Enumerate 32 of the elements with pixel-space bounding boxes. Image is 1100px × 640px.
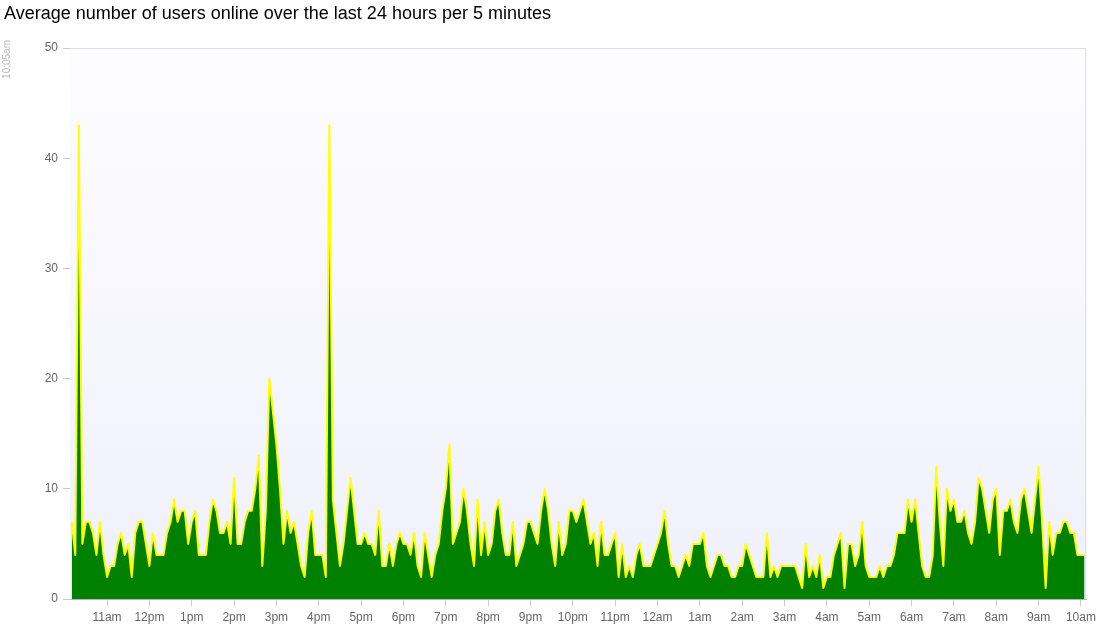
x-tick-label: 8pm bbox=[476, 609, 500, 624]
y-tick-label: 10 bbox=[44, 481, 59, 496]
x-tick-label: 6am bbox=[899, 609, 924, 624]
x-tick-label: 6pm bbox=[391, 609, 416, 624]
x-tick-label: 3pm bbox=[264, 609, 289, 624]
x-tick-label: 4am bbox=[815, 609, 839, 624]
x-tick-label: 12pm bbox=[134, 609, 165, 624]
x-tick-label: 11am bbox=[92, 609, 122, 624]
x-tick-label: 9am bbox=[1026, 609, 1051, 624]
y-tick-label: 20 bbox=[44, 370, 59, 385]
text: 10:05am bbox=[1, 40, 13, 79]
y-tick-label: 0 bbox=[51, 591, 59, 606]
x-tick-label: 9pm bbox=[518, 609, 543, 624]
x-tick-label: 1pm bbox=[180, 609, 204, 624]
x-tick-label: 2am bbox=[730, 609, 754, 624]
y-tick-label: 50 bbox=[44, 40, 59, 55]
y-tick-label: 40 bbox=[44, 150, 59, 165]
x-tick-label: 10pm bbox=[557, 609, 588, 624]
x-tick-label: 7pm bbox=[434, 609, 458, 624]
x-tick-label: 5pm bbox=[349, 609, 373, 624]
x-tick-label: 3am bbox=[772, 609, 797, 624]
x-tick-label: 11pm bbox=[600, 609, 630, 624]
y-tick-label: 30 bbox=[44, 260, 59, 275]
x-tick-label: 1am bbox=[688, 609, 712, 624]
x-tick-label: 8am bbox=[984, 609, 1008, 624]
x-tick-label: 5am bbox=[857, 609, 881, 624]
x-tick-label: 7am bbox=[942, 609, 966, 624]
x-tick-label: 2pm bbox=[222, 609, 246, 624]
x-tick-label: 4pm bbox=[307, 609, 331, 624]
chart-title: Average number of users online over the last 24 hours per 5 minutes bbox=[4, 2, 551, 24]
x-tick-label: 10am bbox=[1065, 609, 1096, 624]
x-tick-label: 12am bbox=[642, 609, 673, 624]
